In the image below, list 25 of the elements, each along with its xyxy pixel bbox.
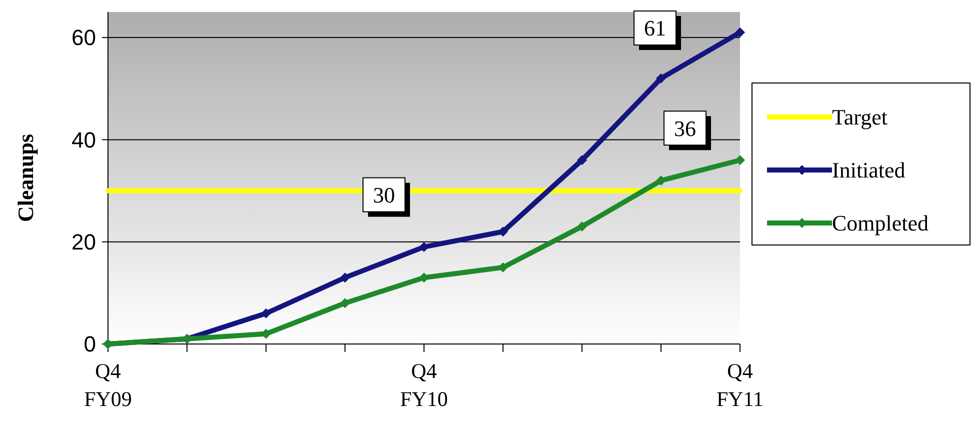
point — [656, 176, 666, 186]
legend-label: Completed — [832, 210, 929, 236]
legend-label: Initiated — [832, 158, 906, 183]
annotation: 36 — [674, 116, 696, 141]
point — [340, 298, 350, 308]
point — [419, 242, 429, 252]
point — [498, 226, 508, 237]
x-tick-label: Q4 FY11 — [716, 359, 764, 411]
point — [735, 155, 745, 166]
annotation: 30 — [373, 182, 395, 208]
legend-label: Target — [832, 104, 888, 130]
y-tick-label: 60 — [72, 25, 96, 50]
point — [261, 308, 271, 318]
y-axis-title: Cleanups — [13, 134, 38, 222]
y-tick-label: 20 — [72, 230, 96, 255]
point — [656, 73, 666, 84]
annotation: 61 — [644, 16, 666, 41]
point — [577, 222, 587, 232]
point — [340, 272, 350, 283]
y-tick-label: 0 — [84, 332, 96, 357]
x-tick-label: Q4 FY10 — [400, 359, 448, 411]
y-tick-label: 40 — [72, 127, 96, 152]
point — [577, 155, 587, 166]
x-tick-label: Q4 FY09 — [84, 359, 132, 411]
point — [735, 27, 745, 38]
